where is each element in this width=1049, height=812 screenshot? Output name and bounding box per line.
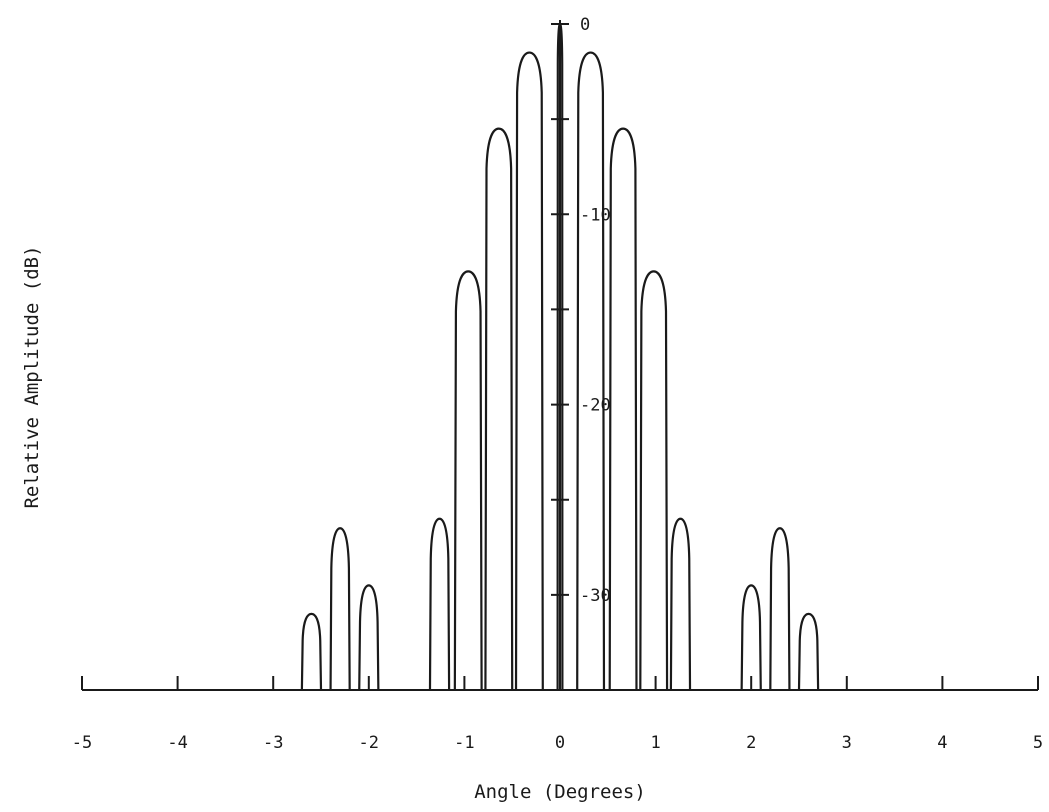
y-tick-label: -10 <box>580 205 611 225</box>
x-tick-label: -1 <box>454 733 474 753</box>
lobe-peak-2 <box>576 51 606 691</box>
x-tick-label: -2 <box>359 733 379 753</box>
y-tick-label: -30 <box>580 586 611 606</box>
lobe-peak-6 <box>639 270 669 691</box>
x-tick-label: 1 <box>650 733 660 753</box>
x-tick-label: 3 <box>842 733 852 753</box>
lobe-peak-7 <box>428 517 451 691</box>
lobe-peak-0 <box>556 22 564 691</box>
lobe-peak-13 <box>300 612 323 691</box>
pattern-lobes <box>300 22 820 691</box>
lobe-peak-11 <box>358 584 380 691</box>
lobe-peak-1 <box>514 51 544 691</box>
x-tick-label: 0 <box>555 733 565 753</box>
lobe-peak-14 <box>797 612 820 691</box>
x-tick-label: -4 <box>167 733 187 753</box>
x-axis-title: Angle (Degrees) <box>474 781 646 803</box>
x-tick-label: -5 <box>72 733 92 753</box>
lobe-peak-5 <box>453 270 483 691</box>
x-tick-label: 5 <box>1033 733 1043 753</box>
lobe-peak-10 <box>769 527 791 691</box>
lobe-peak-3 <box>484 127 514 691</box>
x-tick-label: -3 <box>263 733 283 753</box>
y-axis-title: Relative Amplitude (dB) <box>21 245 43 508</box>
lobe-peak-9 <box>329 527 351 691</box>
x-tick-label: 4 <box>937 733 947 753</box>
x-tick-label: 2 <box>746 733 756 753</box>
lobe-peak-12 <box>740 584 762 691</box>
lobe-peak-8 <box>669 517 692 691</box>
y-tick-label: 0 <box>580 15 590 35</box>
y-tick-label: -20 <box>580 396 611 416</box>
lobe-peak-4 <box>608 127 638 691</box>
x-ticks: -5 -4 -3 -2 -1 0 1 2 3 4 5 <box>72 676 1043 753</box>
